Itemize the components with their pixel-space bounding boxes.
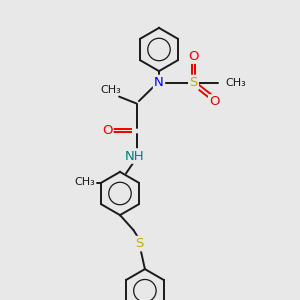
- Text: NH: NH: [124, 149, 144, 163]
- Text: CH₃: CH₃: [75, 177, 95, 187]
- Text: S: S: [135, 237, 143, 250]
- Text: N: N: [154, 76, 164, 89]
- Text: O: O: [188, 50, 199, 63]
- Text: CH₃: CH₃: [100, 85, 122, 95]
- Text: O: O: [209, 95, 220, 109]
- Text: S: S: [189, 76, 198, 89]
- Text: CH₃: CH₃: [226, 77, 246, 88]
- Text: O: O: [102, 124, 112, 137]
